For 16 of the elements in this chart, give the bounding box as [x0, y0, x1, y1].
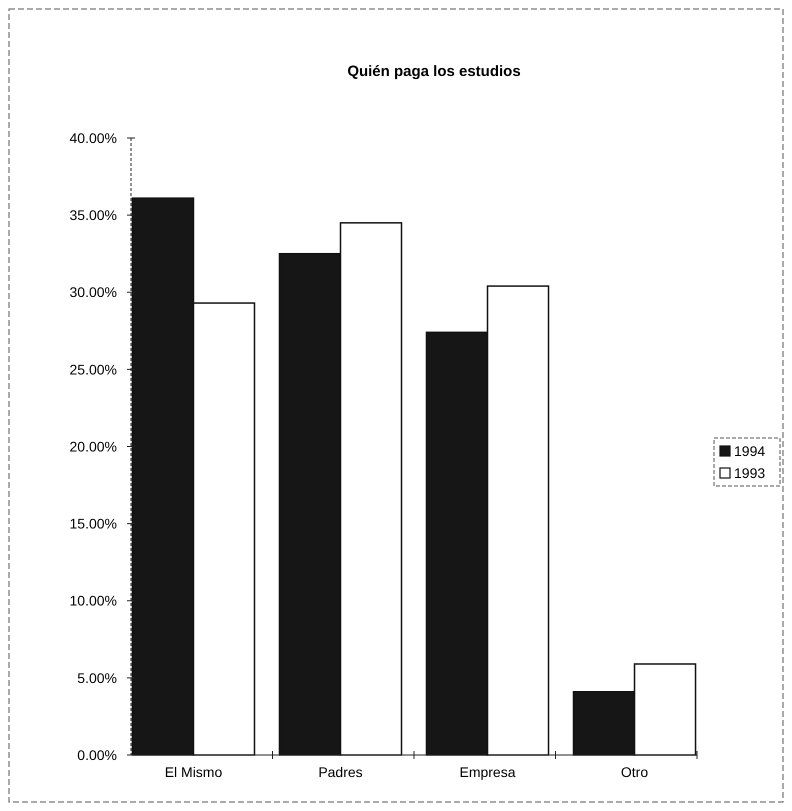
y-tick-label: 0.00%: [77, 746, 117, 763]
y-tick-label: 10.00%: [70, 592, 117, 609]
y-tick-label: 40.00%: [70, 130, 117, 146]
y-tick-label: 20.00%: [70, 438, 117, 454]
y-tick-label: 15.00%: [70, 516, 117, 532]
legend-label: 1994: [734, 442, 766, 459]
legend-label: 1993: [734, 464, 766, 481]
y-tick-label: 30.00%: [70, 284, 117, 300]
y-tick-label: 35.00%: [70, 207, 117, 224]
x-tick-label: Otro: [620, 764, 648, 780]
x-tick-label: Padres: [318, 764, 363, 780]
y-tick-label: 25.00%: [70, 361, 117, 378]
x-tick-label: El Mismo: [164, 764, 222, 780]
x-tick-label: Empresa: [459, 764, 516, 780]
y-tick-label: 5.00%: [77, 670, 117, 686]
chart-title: Quién paga los estudios: [347, 63, 521, 80]
